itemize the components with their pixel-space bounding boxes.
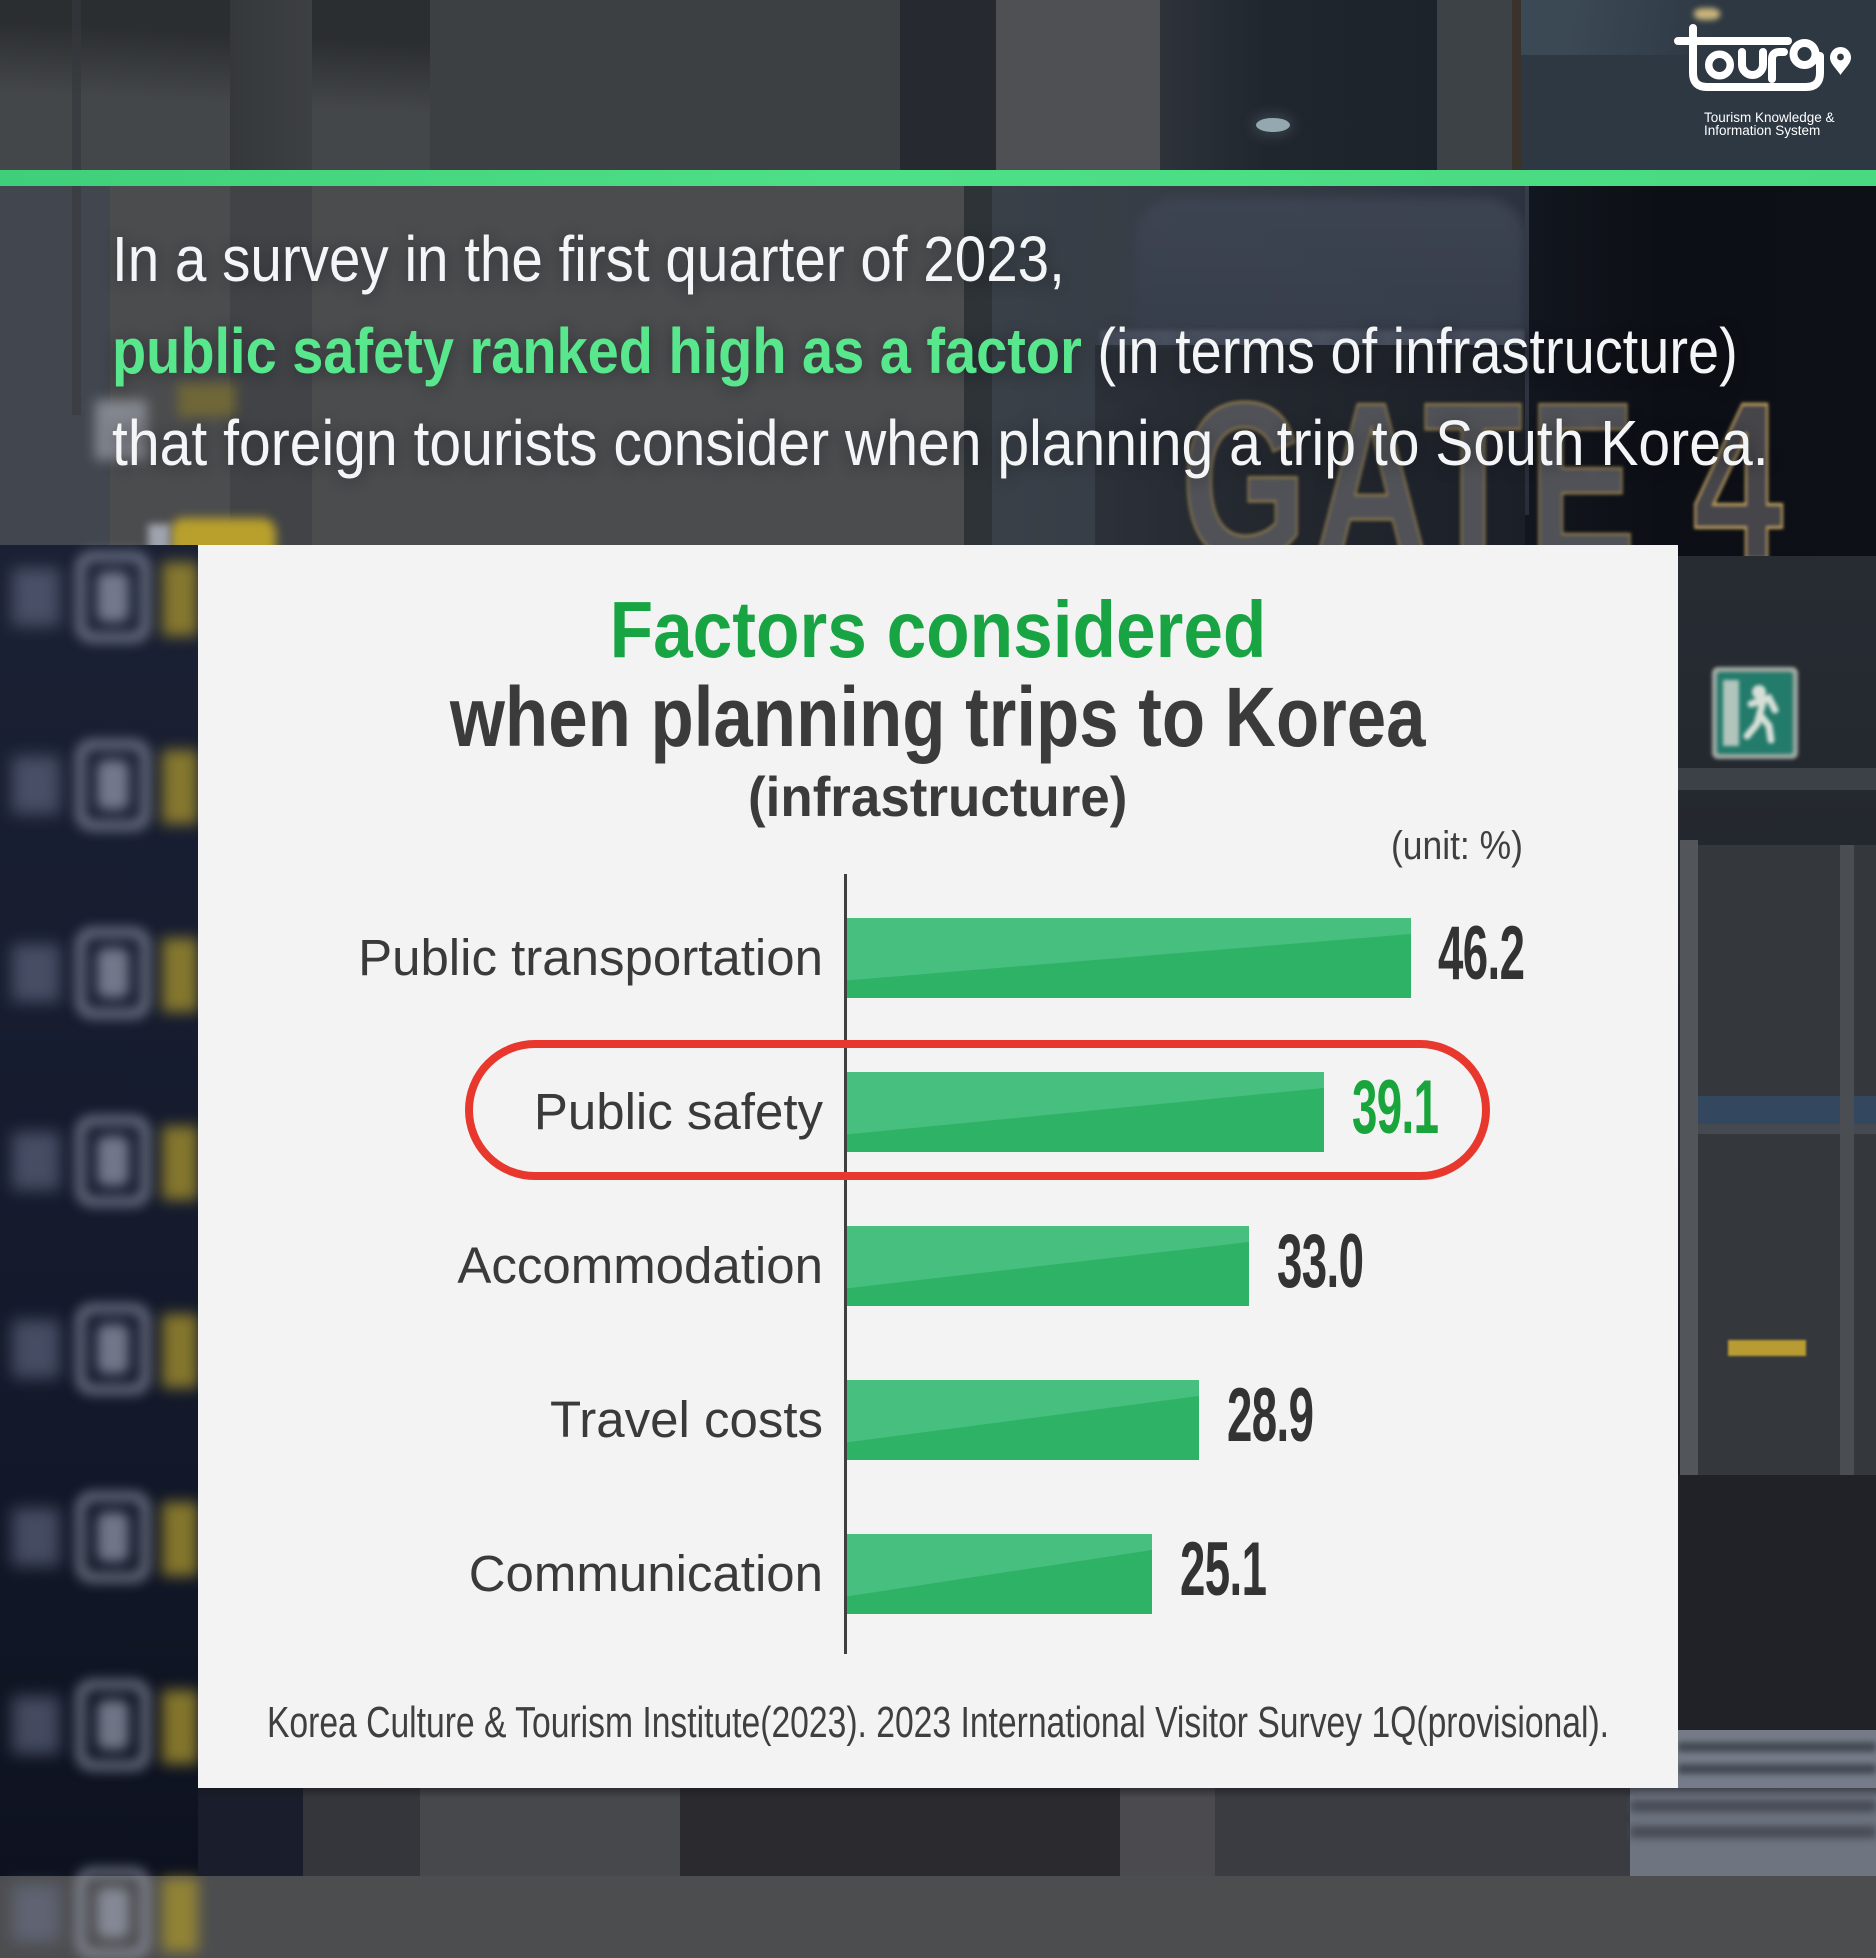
svg-text:Tourism Knowledge &: Tourism Knowledge & [1704, 110, 1835, 125]
svg-text:Information System: Information System [1704, 123, 1820, 138]
